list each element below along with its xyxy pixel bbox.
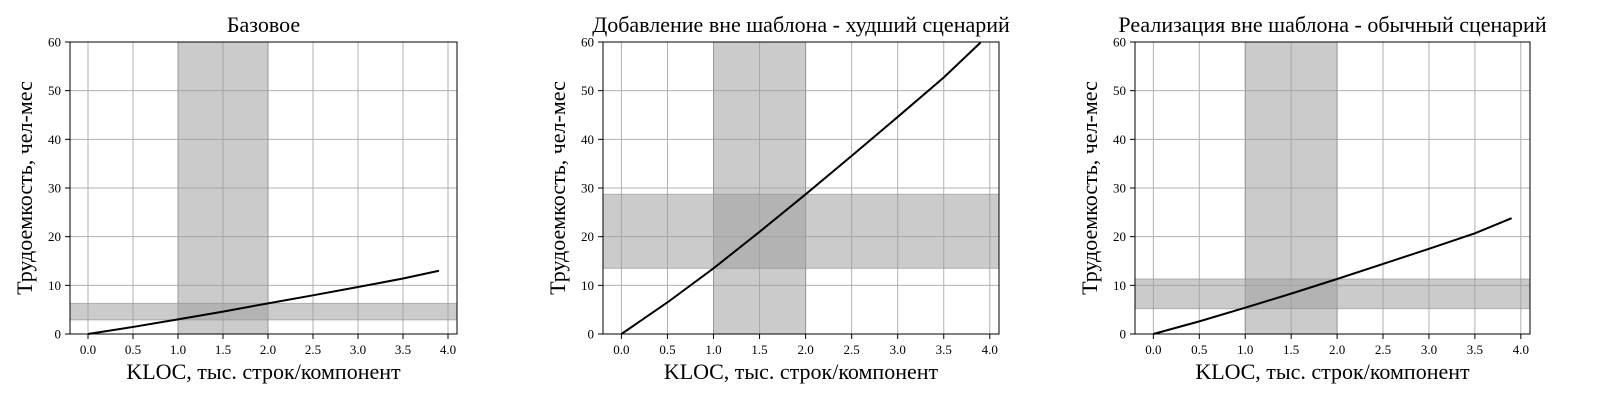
- x-tick-label: 1.5: [1283, 342, 1299, 357]
- y-tick-label: 0: [1120, 327, 1127, 342]
- x-tick-label: 2.0: [1329, 342, 1345, 357]
- y-tick-label: 40: [48, 132, 61, 147]
- chart-panel-2: 0.0 0.5 1.0 1.5 2.0 2.5 3.0 3.5 4.0 0 10 20 30 40 50 60…: [1077, 12, 1547, 384]
- horizontal-band: [602, 193, 1000, 269]
- series-line: [87, 269, 440, 335]
- chart-title: Добавление вне шаблона - худший сценарий: [592, 12, 1010, 37]
- y-tick-label: 60: [48, 35, 61, 50]
- y-tick-label: 30: [1113, 181, 1126, 196]
- horizontal-band: [69, 302, 458, 321]
- y-tick-label: 50: [1113, 83, 1126, 98]
- y-tick-label: 60: [1113, 35, 1126, 50]
- x-tick-label: 3.5: [936, 342, 952, 357]
- chart-title: Реализация вне шаблона - обычный сценари…: [1118, 12, 1546, 37]
- x-tick-label: 2.5: [305, 342, 321, 357]
- y-tick-label: 10: [581, 278, 594, 293]
- x-tick-label: 2.0: [260, 342, 276, 357]
- x-tick-label: 1.5: [215, 342, 231, 357]
- y-tick-label: 30: [48, 181, 61, 196]
- x-tick-label: 1.0: [170, 342, 186, 357]
- y-tick-label: 10: [1113, 278, 1126, 293]
- series-line: [1153, 217, 1513, 335]
- x-axis-label: KLOC, тыс. строк/компонент: [1195, 359, 1470, 384]
- y-tick-label: 0: [55, 327, 62, 342]
- series-line: [620, 41, 982, 335]
- y-tick-label: 0: [588, 327, 595, 342]
- y-tick-label: 20: [581, 229, 594, 244]
- y-tick-label: 20: [48, 229, 61, 244]
- x-tick-label: 0.5: [659, 342, 675, 357]
- y-tick-label: 10: [48, 278, 61, 293]
- y-axis-label: Трудоемкость, чел-мес: [1077, 81, 1102, 295]
- x-tick-label: 0.0: [1145, 342, 1161, 357]
- x-tick-label: 2.0: [797, 342, 813, 357]
- x-tick-label: 3.5: [395, 342, 411, 357]
- x-axis-label: KLOC, тыс. строк/компонент: [126, 359, 401, 384]
- y-tick-label: 20: [1113, 229, 1126, 244]
- vertical-band: [713, 41, 807, 335]
- y-tick-label: 60: [581, 35, 594, 50]
- horizontal-band: [1134, 278, 1531, 310]
- x-tick-label: 4.0: [440, 342, 456, 357]
- x-tick-label: 3.0: [890, 342, 906, 357]
- y-axis-label: Трудоемкость, чел-мес: [545, 81, 570, 295]
- x-axis-label: KLOC, тыс. строк/компонент: [664, 359, 939, 384]
- x-tick-label: 3.5: [1467, 342, 1483, 357]
- y-tick-label: 40: [581, 132, 594, 147]
- y-tick-label: 30: [581, 181, 594, 196]
- chart-title: Базовое: [227, 12, 300, 37]
- y-tick-label: 50: [581, 83, 594, 98]
- y-tick-label: 40: [1113, 132, 1126, 147]
- y-tick-label: 50: [48, 83, 61, 98]
- y-axis-label: Трудоемкость, чел-мес: [12, 81, 37, 295]
- x-tick-label: 3.0: [1421, 342, 1437, 357]
- x-tick-label: 0.5: [125, 342, 141, 357]
- x-tick-label: 0.5: [1191, 342, 1207, 357]
- x-tick-label: 2.5: [1375, 342, 1391, 357]
- x-tick-label: 1.5: [751, 342, 767, 357]
- x-tick-label: 0.0: [613, 342, 629, 357]
- chart-panel-1: 0.0 0.5 1.0 1.5 2.0 2.5 3.0 3.5 4.0 0 10 20 30 40 50 60…: [545, 12, 1010, 384]
- chart-panel-0: 0.0 0.5 1.0 1.5 2.0 2.5 3.0 3.5 4.0 0 10 20 30 40 50 60…: [12, 12, 458, 384]
- x-tick-label: 0.0: [80, 342, 96, 357]
- x-tick-label: 4.0: [982, 342, 998, 357]
- vertical-band: [177, 41, 269, 335]
- x-tick-label: 1.0: [1237, 342, 1253, 357]
- x-tick-label: 1.0: [705, 342, 721, 357]
- x-tick-label: 3.0: [350, 342, 366, 357]
- x-tick-label: 2.5: [844, 342, 860, 357]
- x-tick-label: 4.0: [1513, 342, 1529, 357]
